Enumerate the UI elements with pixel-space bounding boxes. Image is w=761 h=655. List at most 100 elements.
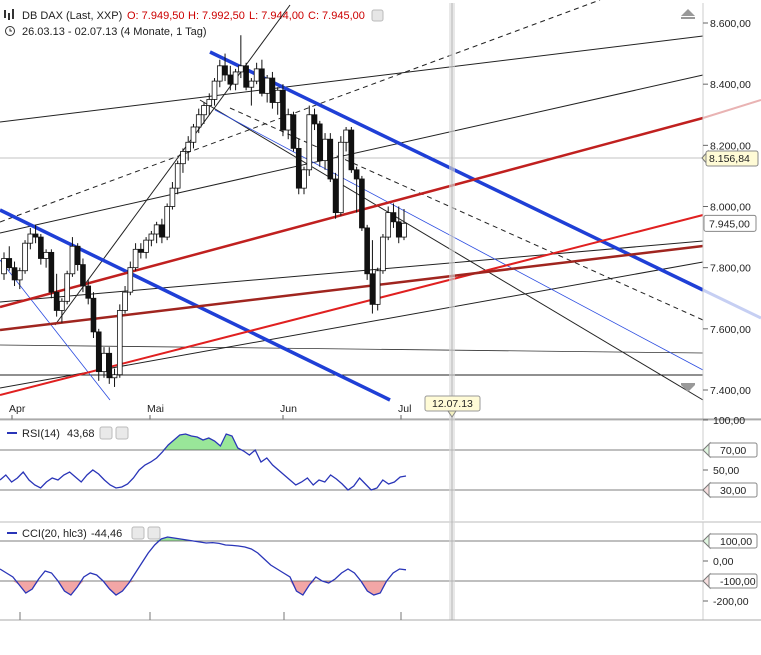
cci-title: CCI(20, hlc3) [22,528,87,540]
overbought-fill [0,434,406,450]
rsi-close-icon[interactable] [115,426,129,440]
blue-channel-upper [209,50,704,292]
candle-body [22,242,28,272]
candle-body [43,251,49,259]
candle-body [153,224,160,235]
candle-body [269,77,276,103]
candle-body [369,273,376,305]
crosshair-price-box [705,150,759,167]
candle-body [195,114,202,128]
level-label: 30,00 [720,485,746,497]
crosshair-date-pointer [447,410,457,418]
candle-body [316,123,323,162]
candle-body [101,352,107,373]
steep-fan-line [54,4,291,326]
scroll-down-icon[interactable] [681,383,695,392]
candle-body [311,114,318,125]
candle-body [285,114,292,131]
fan-line-3 [0,240,704,303]
indicator-line [0,536,407,596]
decline-dashed-line [229,107,704,321]
rsi-settings-icon[interactable] [99,426,113,440]
candle-body [338,141,344,214]
candle-body [385,212,392,238]
date-tick-label: Apr [9,403,26,415]
price-tick-label: 8.200,00 [710,140,751,152]
red-channel-upper [0,116,704,309]
candle-body [95,331,102,373]
candle-body [206,99,213,106]
candle-body [395,221,402,238]
candle-body [248,80,255,88]
candle-body [301,169,307,189]
candle-body [6,258,13,269]
candle-body [243,65,249,88]
cci-panel[interactable]: 100,00 0,00 -100,00 -200,00 CCI(20, hlc3) -44… [0,521,761,620]
candle-body [85,285,92,299]
candle-body [132,248,139,269]
candle-body [169,187,176,207]
level-label: 100,00 [720,536,752,548]
candle-body [274,89,281,103]
date-tick-label: Mai [147,403,164,415]
clock-icon [5,26,15,36]
price-axis: 8.600,00 8.400,00 8.200,00 8.000,00 7.800,00… [701,3,759,420]
crosshair: 12.07.13 [0,3,761,621]
scroll-up-icon[interactable] [681,9,695,19]
cci-close-icon[interactable] [147,526,161,540]
cci-settings-icon[interactable] [131,526,145,540]
price-tick-label: 7.400,00 [710,385,751,397]
level-label: 70,00 [720,445,746,457]
candle-body [90,297,97,333]
rsi-panel[interactable]: 100,00 70,00 50,00 30,00 RSI(14) 43,68 [0,415,761,520]
candle-body [1,258,7,275]
candle-body [295,147,302,189]
price-tick-label: 8.000,00 [710,202,751,214]
candle-body [232,71,239,85]
red-extension [702,99,761,119]
candle-body [164,206,170,238]
date-range: 26.03.13 - 02.07.13 (4 Monate, 1 Tag) [22,26,206,38]
candle-body [238,65,244,73]
candle-body [364,227,370,275]
candle-body [374,270,381,305]
price-tick-label: 8.400,00 [710,79,751,91]
candle-body [180,151,186,165]
candle-body [48,251,55,293]
cci-value: -44,46 [91,528,122,540]
price-tick-label: 7.600,00 [710,324,751,336]
blue-channel-lower [0,208,391,402]
candle-body [74,245,81,266]
price-panel[interactable]: 8.600,00 8.400,00 8.200,00 8.000,00 7.800,00… [0,0,761,420]
date-axis: Apr Mai Jun Jul [0,403,761,420]
candle-body [53,291,60,311]
low-value: L: 7.944,00 [249,10,304,22]
candle-body [211,80,218,100]
candle-body [306,114,313,171]
thin-blue-line [214,109,704,371]
candle-body [322,138,328,162]
candle-body [216,65,223,82]
date-tick-label: Jul [398,403,411,415]
candle-body [390,212,397,223]
indicator-line [0,433,407,491]
rsi-title: RSI(14) [22,428,60,440]
thin-blue-line-2 [0,259,111,401]
candle-body [401,222,407,238]
open-value: O: 7.949,50 [127,10,185,22]
horizontal-line-2 [0,344,704,354]
candle-body [11,267,18,281]
candle-body [353,169,360,180]
trendlines [0,0,761,402]
candle-body [332,178,339,214]
candle-body [106,352,113,379]
level-label-box [708,442,758,458]
symbol-title: DB DAX (Last, XXP) [22,10,122,22]
settings-icon[interactable] [371,9,384,22]
close-value: C: 7.945,00 [308,10,365,22]
candle-body [264,77,270,94]
oversold-fill [0,581,406,595]
level-label: -200,00 [713,596,749,608]
level-label: -100,00 [720,576,756,588]
